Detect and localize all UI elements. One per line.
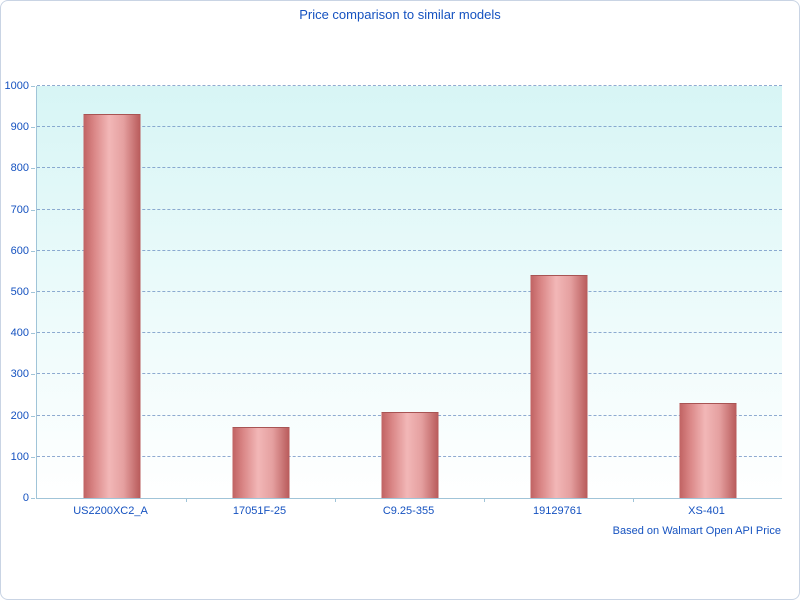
y-tick-label: 600 (10, 244, 29, 257)
chart-footnote: Based on Walmart Open API Price (612, 525, 781, 537)
y-tick-mark (31, 168, 35, 170)
y-tick-mark (31, 209, 35, 211)
bar-C9.25-355 (381, 411, 438, 498)
y-tick-mark (31, 127, 35, 129)
y-tick-label: 400 (10, 327, 29, 340)
x-category-label: US2200XC2_A (73, 505, 148, 517)
bar-19129761 (530, 274, 587, 498)
x-category-label: C9.25-355 (382, 505, 435, 517)
x-tick-mark (335, 498, 336, 502)
gridline (37, 208, 782, 210)
y-tick-mark (31, 374, 35, 376)
gridline (37, 291, 782, 292)
y-tick-mark (31, 86, 35, 87)
x-category-label: XS-401 (688, 505, 725, 517)
y-axis: 0 100 200 300 400 500 600 700 800 900 1000 (1, 80, 35, 504)
gridline (37, 249, 782, 251)
gridline (37, 167, 782, 169)
x-tick-mark (484, 498, 485, 502)
y-tick-mark (31, 292, 35, 293)
bar-17051F-25 (232, 426, 289, 498)
y-tick-label: 700 (10, 203, 29, 216)
y-tick-label: 0 (22, 492, 29, 504)
gridline (37, 126, 782, 128)
x-axis-labels: US2200XC2_A 17051F-25 C9.25-355 19129761 XS-… (36, 505, 781, 517)
y-tick-mark (31, 415, 35, 417)
gridline (37, 332, 782, 334)
y-tick-mark (31, 498, 35, 499)
y-tick-label: 800 (10, 162, 29, 175)
y-tick-label: 200 (10, 409, 29, 422)
bar-US2200XC2_A (83, 113, 140, 498)
gridline (37, 85, 782, 86)
plot-area (36, 85, 782, 502)
chart-title: Price comparison to similar models (299, 7, 501, 22)
y-tick-mark (31, 250, 35, 252)
y-tick-mark (31, 456, 35, 458)
gridline (37, 373, 782, 375)
y-tick-label: 1000 (4, 80, 29, 92)
y-tick-label: 900 (10, 121, 29, 134)
x-category-label: 19129761 (533, 505, 582, 517)
x-tick-mark (186, 498, 187, 502)
x-tick-mark (633, 498, 634, 502)
bar-XS-401 (679, 403, 736, 498)
y-tick-mark (31, 333, 35, 335)
y-tick-label: 500 (10, 286, 29, 298)
y-tick-label: 100 (10, 450, 29, 463)
x-category-label: 17051F-25 (232, 505, 287, 517)
y-tick-label: 300 (10, 368, 29, 381)
